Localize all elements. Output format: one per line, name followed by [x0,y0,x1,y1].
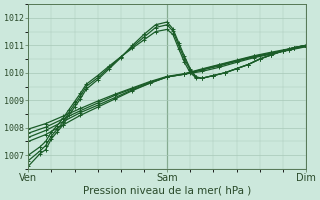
X-axis label: Pression niveau de la mer( hPa ): Pression niveau de la mer( hPa ) [83,186,251,196]
